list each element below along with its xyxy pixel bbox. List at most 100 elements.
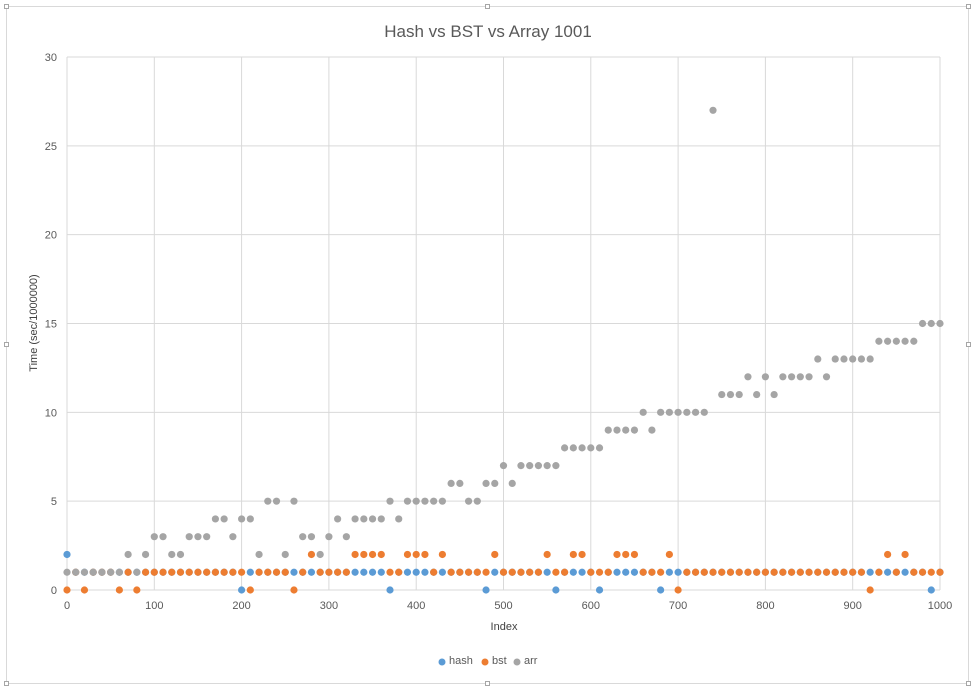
bst-point — [648, 568, 656, 576]
legend-item-hash[interactable]: hash — [438, 655, 473, 667]
arr-point — [770, 390, 778, 399]
bst-point — [194, 568, 202, 576]
bst-point — [709, 568, 717, 576]
arr-point — [220, 515, 228, 523]
arr-point — [892, 337, 900, 345]
x-tick-label: 400 — [407, 600, 425, 612]
arr-point — [491, 479, 499, 487]
bst-point — [901, 550, 909, 559]
arr-point — [80, 568, 89, 576]
hash-point — [246, 568, 254, 576]
arr-point — [229, 533, 237, 541]
bst-point — [613, 550, 621, 559]
resize-handle-top-right[interactable] — [966, 4, 971, 9]
x-tick-label: 700 — [669, 600, 687, 612]
arr-point — [238, 515, 246, 523]
hash-point — [412, 568, 420, 576]
hash-point — [438, 568, 446, 576]
arr-point — [368, 515, 377, 523]
bst-point — [360, 550, 368, 559]
arr-point — [185, 533, 193, 541]
legend-marker — [438, 658, 446, 666]
x-tick-label: 0 — [64, 600, 70, 612]
arr-point — [98, 568, 106, 576]
arr-point — [246, 515, 254, 523]
bst-point — [683, 568, 691, 576]
y-axis-title: Time (sec/1000000) — [28, 274, 40, 371]
y-tick-label: 30 — [45, 52, 57, 64]
series-arr — [63, 106, 944, 576]
bst-point — [927, 568, 935, 576]
bst-point — [831, 568, 839, 576]
bst-point — [630, 550, 639, 559]
arr-point — [805, 373, 813, 381]
hash-point — [290, 568, 298, 576]
bst-point — [412, 550, 420, 559]
arr-point — [796, 373, 804, 381]
resize-handle-bottom-center[interactable] — [485, 681, 490, 686]
bst-point — [674, 586, 682, 594]
hash-point — [569, 568, 577, 576]
bst-point — [246, 586, 254, 594]
legend-item-bst[interactable]: bst — [481, 655, 507, 667]
hash-point — [238, 586, 246, 594]
arr-point — [499, 462, 508, 470]
resize-handle-middle-left[interactable] — [4, 342, 9, 347]
arr-point — [176, 550, 185, 559]
bst-point — [334, 568, 342, 576]
arr-point — [299, 533, 307, 541]
hash-point — [421, 568, 429, 576]
arr-point — [840, 355, 848, 363]
resize-handle-top-left[interactable] — [4, 4, 9, 9]
arr-point — [578, 444, 586, 452]
arr-point — [552, 462, 560, 470]
bst-point — [718, 568, 726, 576]
hash-point — [307, 568, 316, 576]
bst-point — [377, 550, 385, 559]
arr-point — [281, 550, 289, 559]
bst-point — [840, 568, 848, 576]
legend-item-arr[interactable]: arr — [513, 655, 538, 667]
bst-point — [299, 568, 307, 576]
bst-point — [203, 568, 211, 576]
hash-point — [63, 550, 71, 559]
series-bst — [63, 550, 944, 594]
arr-point — [691, 408, 700, 416]
hash-point — [674, 568, 682, 576]
arr-point — [927, 319, 935, 328]
arr-point — [884, 337, 892, 345]
data-points — [63, 106, 944, 594]
x-tick-label: 200 — [232, 600, 250, 612]
resize-handle-top-center[interactable] — [485, 4, 490, 9]
resize-handle-bottom-right[interactable] — [966, 681, 971, 686]
bst-point — [499, 568, 508, 576]
arr-point — [735, 390, 743, 399]
resize-handle-bottom-left[interactable] — [4, 681, 9, 686]
hash-point — [622, 568, 630, 576]
bst-point — [578, 550, 586, 559]
arr-point — [89, 568, 97, 576]
bst-point — [849, 568, 857, 576]
bst-point — [168, 568, 176, 576]
legend[interactable]: hash bst arr — [438, 655, 538, 667]
hash-point — [595, 586, 604, 594]
hash-point — [368, 568, 377, 576]
x-tick-label: 900 — [844, 600, 862, 612]
resize-handle-middle-right[interactable] — [966, 342, 971, 347]
arr-point — [857, 355, 866, 363]
arr-point — [526, 462, 534, 470]
bst-point — [595, 568, 604, 576]
x-tick-label: 1000 — [928, 600, 952, 612]
arr-point — [438, 497, 446, 505]
bst-point — [805, 568, 813, 576]
bst-point — [316, 568, 324, 576]
legend-label: arr — [524, 655, 538, 667]
arr-point — [718, 390, 726, 399]
bst-point — [63, 586, 71, 594]
arr-point — [726, 390, 735, 399]
arr-point — [587, 444, 595, 452]
bst-point — [368, 550, 377, 559]
y-tick-label: 0 — [51, 585, 57, 597]
arr-point — [709, 106, 717, 114]
